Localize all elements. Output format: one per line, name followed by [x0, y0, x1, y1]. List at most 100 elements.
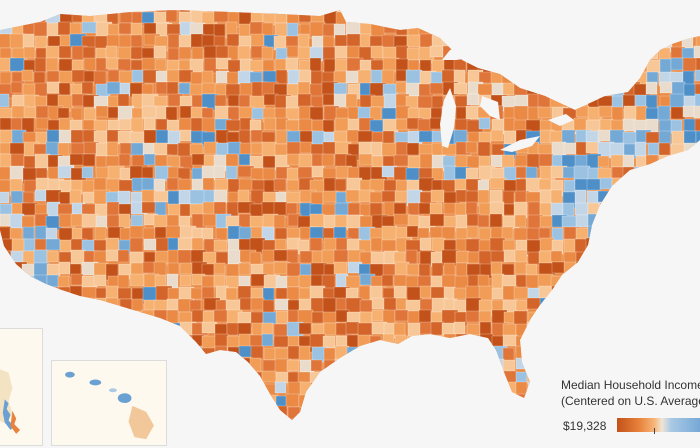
county-tile[interactable]	[441, 383, 458, 400]
county-tile[interactable]	[333, 261, 348, 275]
county-tile[interactable]	[647, 311, 664, 324]
county-tile[interactable]	[225, 165, 238, 180]
county-tile[interactable]	[454, 21, 469, 37]
county-tile[interactable]	[561, 21, 578, 35]
county-tile[interactable]	[551, 285, 564, 298]
county-tile[interactable]	[191, 153, 206, 166]
county-tile[interactable]	[539, 202, 553, 217]
county-tile[interactable]	[178, 345, 193, 360]
county-tile[interactable]	[71, 10, 84, 23]
county-tile[interactable]	[429, 334, 445, 351]
county-tile[interactable]	[429, 226, 444, 239]
county-tile[interactable]	[681, 154, 699, 171]
county-tile[interactable]	[694, 93, 700, 108]
county-tile[interactable]	[214, 345, 228, 361]
county-tile[interactable]	[501, 46, 516, 62]
county-tile[interactable]	[527, 347, 542, 361]
county-tile[interactable]	[609, 323, 626, 336]
county-tile[interactable]	[369, 178, 386, 192]
county-tile[interactable]	[369, 419, 382, 433]
county-tile[interactable]	[633, 33, 646, 46]
county-tile[interactable]	[575, 251, 593, 267]
county-tile[interactable]	[658, 239, 673, 256]
county-tile[interactable]	[213, 201, 227, 216]
county-tile[interactable]	[669, 263, 684, 280]
county-tile[interactable]	[57, 107, 70, 120]
county-tile[interactable]	[357, 322, 373, 337]
county-tile[interactable]	[622, 273, 638, 289]
county-tile[interactable]	[586, 358, 601, 374]
county-tile[interactable]	[549, 94, 567, 109]
county-tile[interactable]	[623, 34, 641, 52]
county-tile[interactable]	[407, 11, 423, 29]
county-tile[interactable]	[609, 251, 626, 267]
county-tile[interactable]	[57, 21, 72, 36]
county-tile[interactable]	[466, 444, 479, 448]
county-tile[interactable]	[695, 299, 700, 313]
county-tile[interactable]	[393, 371, 409, 387]
county-tile[interactable]	[646, 287, 664, 301]
county-tile[interactable]	[285, 191, 302, 204]
county-tile[interactable]	[597, 359, 611, 372]
county-tile[interactable]	[441, 359, 455, 373]
county-tile[interactable]	[587, 57, 603, 72]
county-tile[interactable]	[526, 405, 540, 419]
county-tile[interactable]	[646, 359, 661, 373]
county-tile[interactable]	[526, 0, 541, 12]
county-tile[interactable]	[597, 155, 610, 168]
county-tile[interactable]	[82, 0, 98, 15]
county-tile[interactable]	[381, 225, 398, 242]
county-tile[interactable]	[21, 69, 34, 82]
county-tile[interactable]	[587, 202, 600, 216]
county-tile[interactable]	[371, 431, 383, 443]
county-tile[interactable]	[478, 22, 494, 36]
county-tile[interactable]	[119, 11, 134, 24]
county-tile[interactable]	[225, 119, 243, 132]
county-tile[interactable]	[610, 263, 624, 280]
county-tile[interactable]	[273, 249, 289, 262]
county-tile[interactable]	[634, 299, 647, 314]
county-tile[interactable]	[609, 299, 623, 313]
county-tile[interactable]	[623, 178, 641, 193]
county-tile[interactable]	[525, 58, 538, 71]
county-tile[interactable]	[538, 153, 554, 168]
county-tile[interactable]	[561, 10, 575, 23]
county-tile[interactable]	[382, 333, 395, 347]
county-tile[interactable]	[681, 189, 698, 204]
county-tile[interactable]	[527, 46, 545, 62]
county-tile[interactable]	[683, 261, 700, 274]
county-tile[interactable]	[227, 442, 240, 448]
county-tile[interactable]	[477, 179, 490, 192]
county-tile[interactable]	[298, 322, 312, 335]
county-tile[interactable]	[394, 406, 411, 423]
county-tile[interactable]	[671, 177, 686, 193]
county-tile[interactable]	[141, 309, 155, 324]
county-tile[interactable]	[490, 129, 504, 142]
county-tile[interactable]	[346, 129, 360, 143]
county-tile[interactable]	[45, 0, 61, 13]
county-tile[interactable]	[203, 419, 217, 434]
county-tile[interactable]	[527, 381, 544, 398]
county-tile[interactable]	[623, 45, 640, 63]
county-tile[interactable]	[515, 357, 529, 370]
county-tile[interactable]	[549, 59, 567, 73]
county-tile[interactable]	[695, 142, 700, 159]
county-tile[interactable]	[358, 431, 373, 444]
county-tile[interactable]	[370, 359, 383, 373]
county-tile[interactable]	[178, 46, 192, 60]
county-tile[interactable]	[34, 297, 52, 315]
county-tile[interactable]	[574, 178, 589, 192]
county-tile[interactable]	[537, 106, 552, 119]
county-tile[interactable]	[419, 0, 432, 12]
county-tile[interactable]	[167, 382, 185, 398]
county-tile[interactable]	[694, 167, 700, 181]
county-tile[interactable]	[345, 358, 358, 372]
county-tile[interactable]	[190, 419, 205, 432]
county-tile[interactable]	[395, 58, 409, 72]
county-tile[interactable]	[118, 309, 133, 322]
county-tile[interactable]	[118, 334, 132, 352]
county-tile[interactable]	[611, 226, 629, 241]
county-tile[interactable]	[671, 322, 685, 338]
county-tile[interactable]	[693, 21, 700, 34]
county-tile[interactable]	[190, 287, 203, 300]
